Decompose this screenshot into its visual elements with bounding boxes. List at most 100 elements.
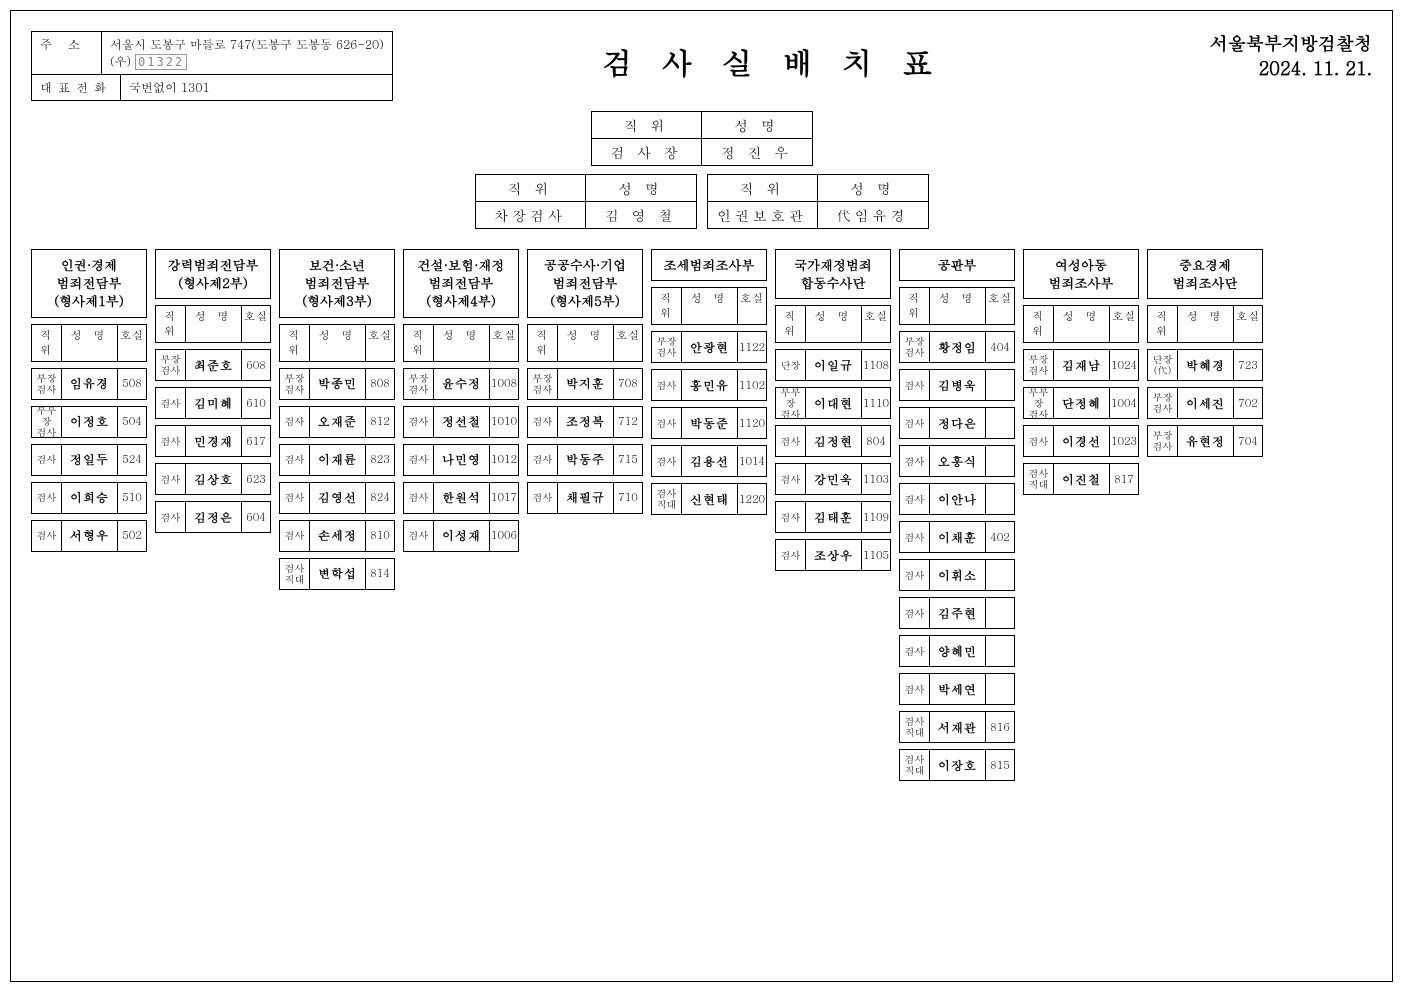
staff-row: 검사오흥식 — [899, 445, 1015, 477]
leaders-section: 직 위 성 명 검 사 장 정 진 우 직 위 성 명 차장검사 김 영 철 — [31, 111, 1372, 229]
address-label: 주 소 — [32, 32, 102, 74]
staff-position: 부장검사 — [32, 369, 62, 399]
staff-row: 검사이성재1006 — [403, 520, 519, 552]
staff-name: 김주현 — [930, 598, 986, 628]
staff-position: 단장 — [776, 350, 806, 380]
staff-room: 810 — [366, 521, 394, 551]
rights-name: 代임유경 — [818, 202, 928, 228]
staff-row: 검사이채훈402 — [899, 521, 1015, 553]
staff-room: 823 — [366, 445, 394, 475]
departments: 인권·경제범죄전담부(형사제1부)직 위성 명호실부장검사임유경508부부장검사… — [31, 249, 1372, 787]
staff-room: 502 — [118, 521, 146, 551]
staff-position: 검사 — [900, 370, 930, 400]
staff-room: 1014 — [738, 446, 766, 476]
staff-row: 검사정선철1010 — [403, 406, 519, 438]
dept-title: 보건·소년범죄전담부(형사제3부) — [279, 249, 395, 318]
staff-room: 1105 — [862, 540, 890, 570]
staff-name: 김태훈 — [806, 502, 862, 532]
staff-row: 검사손세정810 — [279, 520, 395, 552]
dept: 강력범죄전담부(형사제2부)직 위성 명호실부장검사최준호608검사김미혜610… — [155, 249, 271, 787]
staff-position: 검사 — [280, 445, 310, 475]
staff-room: 804 — [862, 426, 890, 456]
chief-name: 정 진 우 — [702, 139, 812, 165]
staff-position: 검사직대 — [900, 712, 930, 742]
staff-row: 검사나민영1012 — [403, 444, 519, 476]
staff-room: 510 — [118, 483, 146, 513]
staff-row: 검사김용선1014 — [651, 445, 767, 477]
chief-table: 직 위 성 명 검 사 장 정 진 우 — [591, 111, 813, 166]
staff-row: 검사조정복712 — [527, 406, 643, 438]
staff-name: 이희승 — [62, 483, 118, 513]
staff-name: 손세정 — [310, 521, 366, 551]
staff-row: 검사김주현 — [899, 597, 1015, 629]
dept-title: 강력범죄전담부(형사제2부) — [155, 249, 271, 299]
staff-position: 부부장검사 — [1024, 388, 1054, 418]
staff-room: 1108 — [862, 350, 890, 380]
staff-room: 617 — [242, 426, 270, 456]
staff-position: 단장(代) — [1148, 350, 1178, 380]
staff-room: 704 — [1234, 426, 1262, 456]
staff-position: 부장검사 — [1148, 426, 1178, 456]
staff-position: 검사 — [404, 407, 434, 437]
staff-room — [986, 370, 1014, 400]
staff-name: 이채훈 — [930, 522, 986, 552]
staff-name: 조상우 — [806, 540, 862, 570]
staff-position: 검사 — [652, 446, 682, 476]
staff-name: 이장호 — [930, 750, 986, 780]
staff-row: 검사이희승510 — [31, 482, 147, 514]
staff-name: 윤수정 — [434, 369, 490, 399]
staff-position: 검사 — [280, 407, 310, 437]
staff-position: 부장검사 — [404, 369, 434, 399]
staff-position: 검사 — [900, 674, 930, 704]
staff-row: 단장(代)박혜경723 — [1147, 349, 1263, 381]
staff-row: 검사박동주715 — [527, 444, 643, 476]
staff-name: 이안나 — [930, 484, 986, 514]
staff-row: 검사한원석1017 — [403, 482, 519, 514]
staff-row: 부부장검사이대현1110 — [775, 387, 891, 419]
staff-position: 부부장검사 — [776, 388, 806, 418]
staff-position: 검사직대 — [280, 559, 310, 589]
rights-officer-table: 직 위 성 명 인권보호관 代임유경 — [707, 174, 929, 229]
staff-name: 나민영 — [434, 445, 490, 475]
staff-name: 이일규 — [806, 350, 862, 380]
staff-name: 박지훈 — [558, 369, 614, 399]
staff-position: 검사 — [528, 483, 558, 513]
staff-position: 검사 — [404, 483, 434, 513]
staff-name: 정일두 — [62, 445, 118, 475]
staff-name: 김재남 — [1054, 350, 1110, 380]
staff-name: 이휘소 — [930, 560, 986, 590]
column-header: 직 위성 명호실 — [527, 324, 643, 362]
staff-room — [986, 560, 1014, 590]
staff-room: 808 — [366, 369, 394, 399]
staff-room: 508 — [118, 369, 146, 399]
staff-row: 부장검사안광현1122 — [651, 331, 767, 363]
staff-name: 정선철 — [434, 407, 490, 437]
staff-name: 변학섭 — [310, 559, 366, 589]
staff-row: 검사직대신현태1220 — [651, 483, 767, 515]
staff-name: 김병욱 — [930, 370, 986, 400]
staff-position: 검사 — [32, 483, 62, 513]
staff-room: 723 — [1234, 350, 1262, 380]
deputy-table: 직 위 성 명 차장검사 김 영 철 — [475, 174, 697, 229]
column-header: 직 위성 명호실 — [403, 324, 519, 362]
staff-name: 오흥식 — [930, 446, 986, 476]
staff-room: 708 — [614, 369, 642, 399]
staff-name: 박세연 — [930, 674, 986, 704]
staff-position: 부장검사 — [1148, 388, 1178, 418]
staff-room: 610 — [242, 388, 270, 418]
staff-name: 김상호 — [186, 464, 242, 494]
staff-name: 강민욱 — [806, 464, 862, 494]
staff-name: 이세진 — [1178, 388, 1234, 418]
staff-room: 815 — [986, 750, 1014, 780]
postal-code: 01322 — [135, 54, 187, 70]
staff-name: 한원석 — [434, 483, 490, 513]
staff-name: 이진철 — [1054, 464, 1110, 494]
staff-room: 604 — [242, 502, 270, 532]
staff-name: 김정현 — [806, 426, 862, 456]
staff-position: 검사 — [280, 521, 310, 551]
staff-position: 부장검사 — [156, 350, 186, 380]
staff-name: 이경선 — [1054, 426, 1110, 456]
column-header: 직 위성 명호실 — [279, 324, 395, 362]
dept: 국가재정범죄합동수사단직 위성 명호실단장이일규1108부부장검사이대현1110… — [775, 249, 891, 787]
staff-position: 검사 — [776, 540, 806, 570]
